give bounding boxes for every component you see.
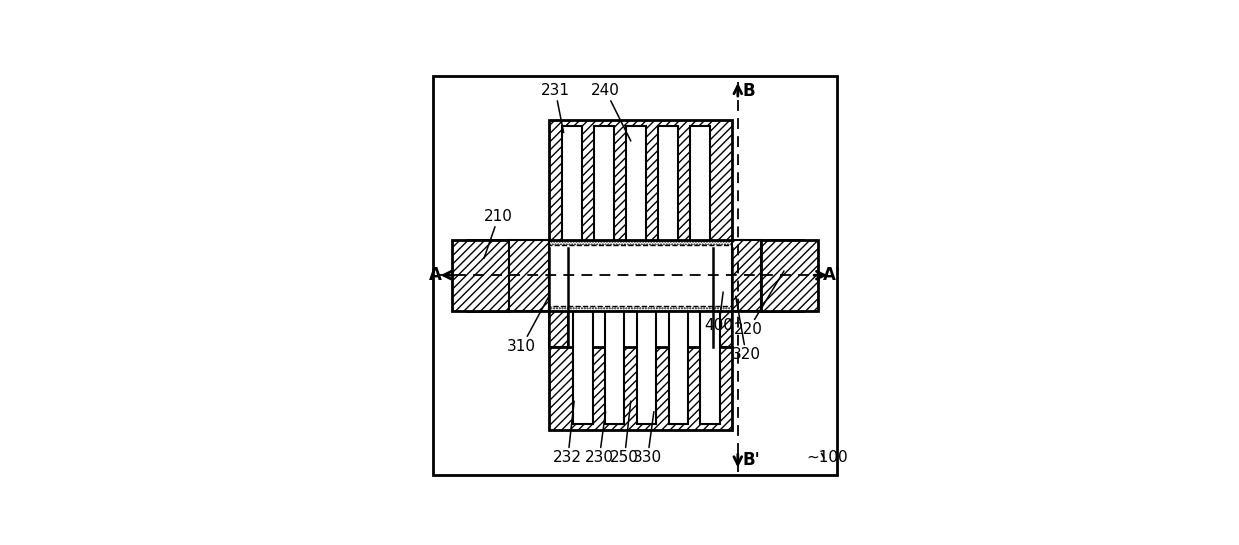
Bar (472, 245, 798, 306)
Text: B': B' (743, 451, 761, 469)
Bar (452, 240, 509, 311)
Bar (549, 120, 731, 248)
Text: A: A (429, 266, 442, 284)
Text: 310: 310 (507, 296, 549, 354)
Text: B: B (743, 82, 756, 100)
Text: 232: 232 (554, 401, 582, 465)
Bar (637, 246, 657, 424)
Bar (509, 240, 549, 311)
Text: 320: 320 (732, 296, 761, 362)
Text: 240: 240 (591, 83, 631, 141)
Text: 210: 210 (484, 209, 513, 258)
Text: 330: 330 (633, 411, 662, 465)
Bar (658, 126, 678, 305)
Text: 400: 400 (705, 292, 733, 333)
Text: A': A' (823, 266, 841, 284)
Bar (731, 240, 761, 311)
Bar (626, 126, 646, 305)
Bar (761, 240, 818, 311)
Bar (712, 305, 731, 347)
Bar (549, 305, 567, 347)
Bar (563, 126, 582, 305)
Bar (712, 248, 731, 305)
Bar (690, 126, 710, 305)
Bar (572, 246, 592, 424)
Bar (467, 240, 803, 311)
Text: 231: 231 (540, 83, 570, 132)
Text: 220: 220 (733, 271, 784, 337)
Text: 250: 250 (610, 401, 639, 465)
Text: ~100: ~100 (805, 450, 847, 465)
Bar (669, 246, 689, 424)
Bar (549, 248, 567, 305)
Bar (605, 246, 624, 424)
Bar (549, 347, 731, 431)
Bar (595, 126, 615, 305)
Bar (700, 246, 720, 424)
Text: 230: 230 (585, 411, 613, 465)
